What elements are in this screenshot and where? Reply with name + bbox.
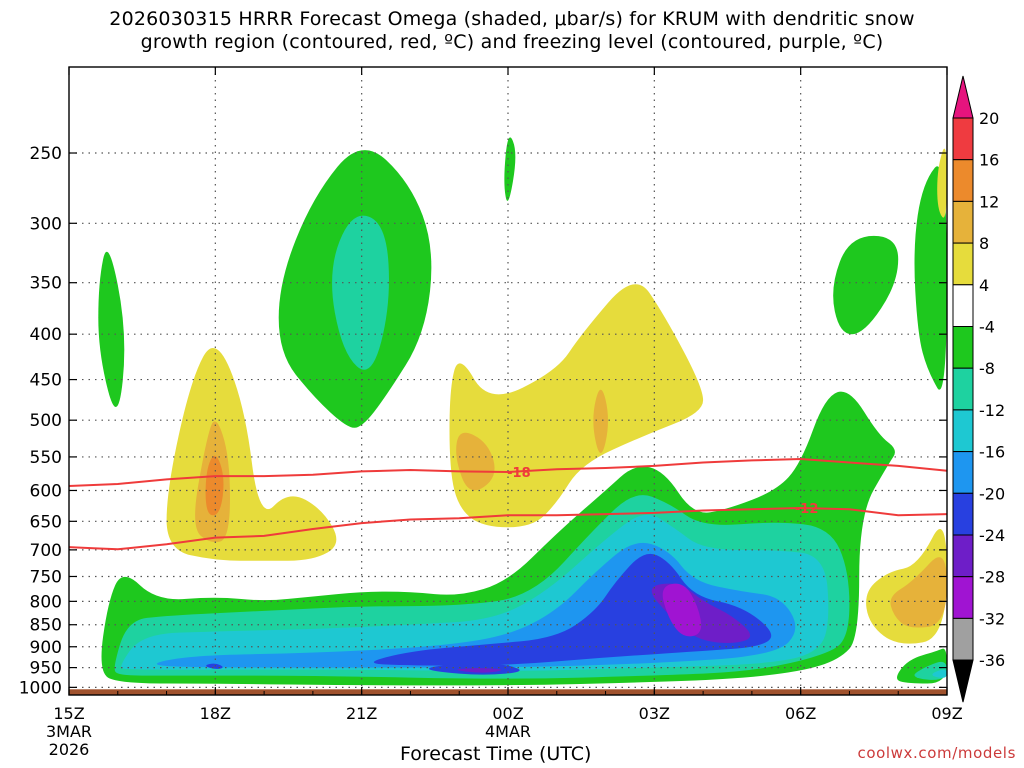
colorbar-bin-0	[952, 117, 974, 161]
colorbar-label-3: 8	[979, 234, 989, 253]
colorbar-label-8: -16	[979, 443, 1005, 462]
y-tick-labels: 2503003504004505005506006507007508008509…	[19, 144, 62, 698]
colorbar-label-10: -24	[979, 526, 1005, 545]
colorbar-bin-10	[952, 534, 974, 578]
grid-lines	[69, 67, 947, 695]
colorbar-bin-5	[952, 326, 974, 369]
omega-region-8	[456, 432, 495, 491]
x-tick-label-06Z: 06Z	[785, 704, 816, 723]
axes	[68, 66, 948, 696]
site-credit: coolwx.com/models	[857, 744, 1016, 762]
dgz-contour--12	[68, 506, 948, 551]
colorbar-under-arrow	[952, 659, 974, 703]
x-tick-label-15Z: 15Z	[53, 704, 84, 723]
omega-region-27	[937, 148, 947, 218]
dgz-label--12: -12	[795, 502, 819, 517]
chart-title-line2: growth region (contoured, red, ºC) and f…	[140, 31, 884, 53]
y-tick-label-350: 350	[30, 274, 62, 294]
colorbar-label-0: 20	[979, 109, 999, 128]
y-tick-label-550: 550	[30, 448, 62, 468]
dgz-label--18: -18	[507, 466, 531, 481]
colorbar-label-5: -4	[979, 318, 995, 337]
omega-shading	[98, 137, 947, 686]
colorbar-over-arrow	[952, 75, 974, 119]
colorbar-bin-9	[952, 492, 974, 536]
colorbar-bin-4	[952, 284, 974, 327]
x-tick-label-21Z: 21Z	[346, 704, 377, 723]
colorbar-bin-3	[952, 242, 974, 286]
colorbar-bin-7	[952, 409, 974, 453]
dgz-contours: -18 -12	[68, 457, 948, 551]
omega-region-16	[662, 583, 702, 637]
colorbar-label-4: 4	[979, 276, 989, 295]
colorbar-label-1: 16	[979, 151, 999, 170]
y-tick-label-900: 900	[30, 638, 62, 658]
y-tick-label-500: 500	[30, 411, 62, 431]
omega-region-25	[833, 235, 899, 335]
y-tick-label-700: 700	[30, 541, 62, 561]
colorbar-label-6: -8	[979, 359, 995, 378]
omega-region-26	[914, 166, 947, 390]
x-tick-label-03Z: 03Z	[639, 704, 670, 723]
omega-region-24	[932, 669, 947, 678]
y-tick-label-800: 800	[30, 592, 62, 612]
colorbar-label-9: -20	[979, 484, 1005, 503]
y-tick-label-950: 950	[30, 659, 62, 679]
colorbar: 20 16 12 8 4 -4 -8 -12 -16 -20 -24 -28 -32 -36	[952, 75, 1005, 703]
y-tick-label-600: 600	[30, 481, 62, 501]
y-tick-label-450: 450	[30, 371, 62, 391]
colorbar-bin-2	[952, 200, 974, 244]
omega-region-9	[593, 389, 608, 453]
y-tick-label-250: 250	[30, 144, 62, 164]
colorbar-bin-1	[952, 159, 974, 202]
colorbar-label-7: -12	[979, 401, 1005, 420]
omega-region-18	[457, 668, 502, 673]
omega-region-14	[373, 553, 772, 666]
omega-region-3	[205, 455, 224, 516]
y-tick-label-650: 650	[30, 512, 62, 532]
colorbar-bin-8	[952, 451, 974, 494]
x-tick-label-18Z: 18Z	[200, 704, 231, 723]
omega-region-0	[98, 251, 125, 408]
colorbar-label-11: -28	[979, 568, 1005, 587]
omega-region-21	[890, 557, 947, 628]
chart-title-line1: 2026030315 HRRR Forecast Omega (shaded, …	[109, 8, 915, 30]
x-tick-sublabel: 4MAR	[485, 722, 531, 741]
y-tick-label-300: 300	[30, 214, 62, 234]
colorbar-bin-12	[952, 617, 974, 661]
colorbar-label-2: 12	[979, 192, 999, 211]
colorbar-bin-11	[952, 576, 974, 619]
omega-region-5	[332, 215, 389, 370]
x-tick-label-00Z: 00Z	[492, 704, 523, 723]
y-tick-label-750: 750	[30, 567, 62, 587]
x-tick-label-09Z: 09Z	[931, 704, 962, 723]
dgz-contour--18	[68, 457, 948, 487]
y-tick-label-850: 850	[30, 616, 62, 636]
omega-region-6	[504, 137, 516, 201]
x-tick-year: 2026	[49, 740, 90, 759]
y-tick-label-400: 400	[30, 325, 62, 345]
x-axis-title: Forecast Time (UTC)	[400, 743, 592, 765]
colorbar-label-13: -36	[979, 651, 1005, 670]
y-tick-label-1000: 1000	[19, 678, 62, 698]
colorbar-bin-6	[952, 367, 974, 411]
colorbar-label-12: -32	[979, 609, 1005, 628]
omega-region-7	[449, 284, 704, 528]
x-tick-sublabel: 3MAR	[46, 722, 92, 741]
